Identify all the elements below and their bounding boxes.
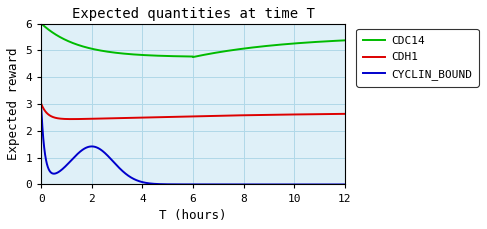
CDH1 bbox=[333, 113, 339, 115]
Y-axis label: Expected reward: Expected reward bbox=[7, 48, 20, 160]
CDH1 bbox=[333, 113, 339, 115]
Line: CYCLIN_BOUND: CYCLIN_BOUND bbox=[41, 109, 345, 185]
X-axis label: T (hours): T (hours) bbox=[159, 209, 227, 222]
CDH1 bbox=[178, 115, 184, 118]
CDC14 bbox=[190, 56, 196, 58]
Title: Expected quantities at time T: Expected quantities at time T bbox=[72, 7, 315, 21]
CYCLIN_BOUND bbox=[38, 108, 44, 111]
CDC14 bbox=[54, 34, 60, 37]
Legend: CDC14, CDH1, CYCLIN_BOUND: CDC14, CDH1, CYCLIN_BOUND bbox=[356, 29, 479, 87]
Line: CDH1: CDH1 bbox=[41, 104, 345, 119]
CYCLIN_BOUND bbox=[333, 183, 339, 186]
CDC14 bbox=[333, 39, 339, 42]
CDC14 bbox=[278, 43, 283, 46]
CDC14 bbox=[186, 55, 192, 58]
CDC14 bbox=[38, 22, 44, 25]
CDC14 bbox=[342, 39, 348, 42]
CDH1 bbox=[186, 115, 192, 118]
CDH1 bbox=[69, 118, 75, 120]
CDH1 bbox=[54, 117, 60, 120]
Line: CDC14: CDC14 bbox=[41, 24, 345, 57]
CYCLIN_BOUND bbox=[178, 183, 184, 186]
CDH1 bbox=[278, 113, 283, 116]
CDC14 bbox=[178, 55, 184, 58]
CYCLIN_BOUND bbox=[54, 172, 60, 174]
CYCLIN_BOUND bbox=[186, 183, 192, 186]
CYCLIN_BOUND bbox=[342, 183, 348, 186]
CYCLIN_BOUND bbox=[333, 183, 339, 186]
CDC14 bbox=[333, 39, 339, 42]
CYCLIN_BOUND bbox=[278, 183, 283, 186]
CDH1 bbox=[38, 103, 44, 105]
CDH1 bbox=[342, 112, 348, 115]
